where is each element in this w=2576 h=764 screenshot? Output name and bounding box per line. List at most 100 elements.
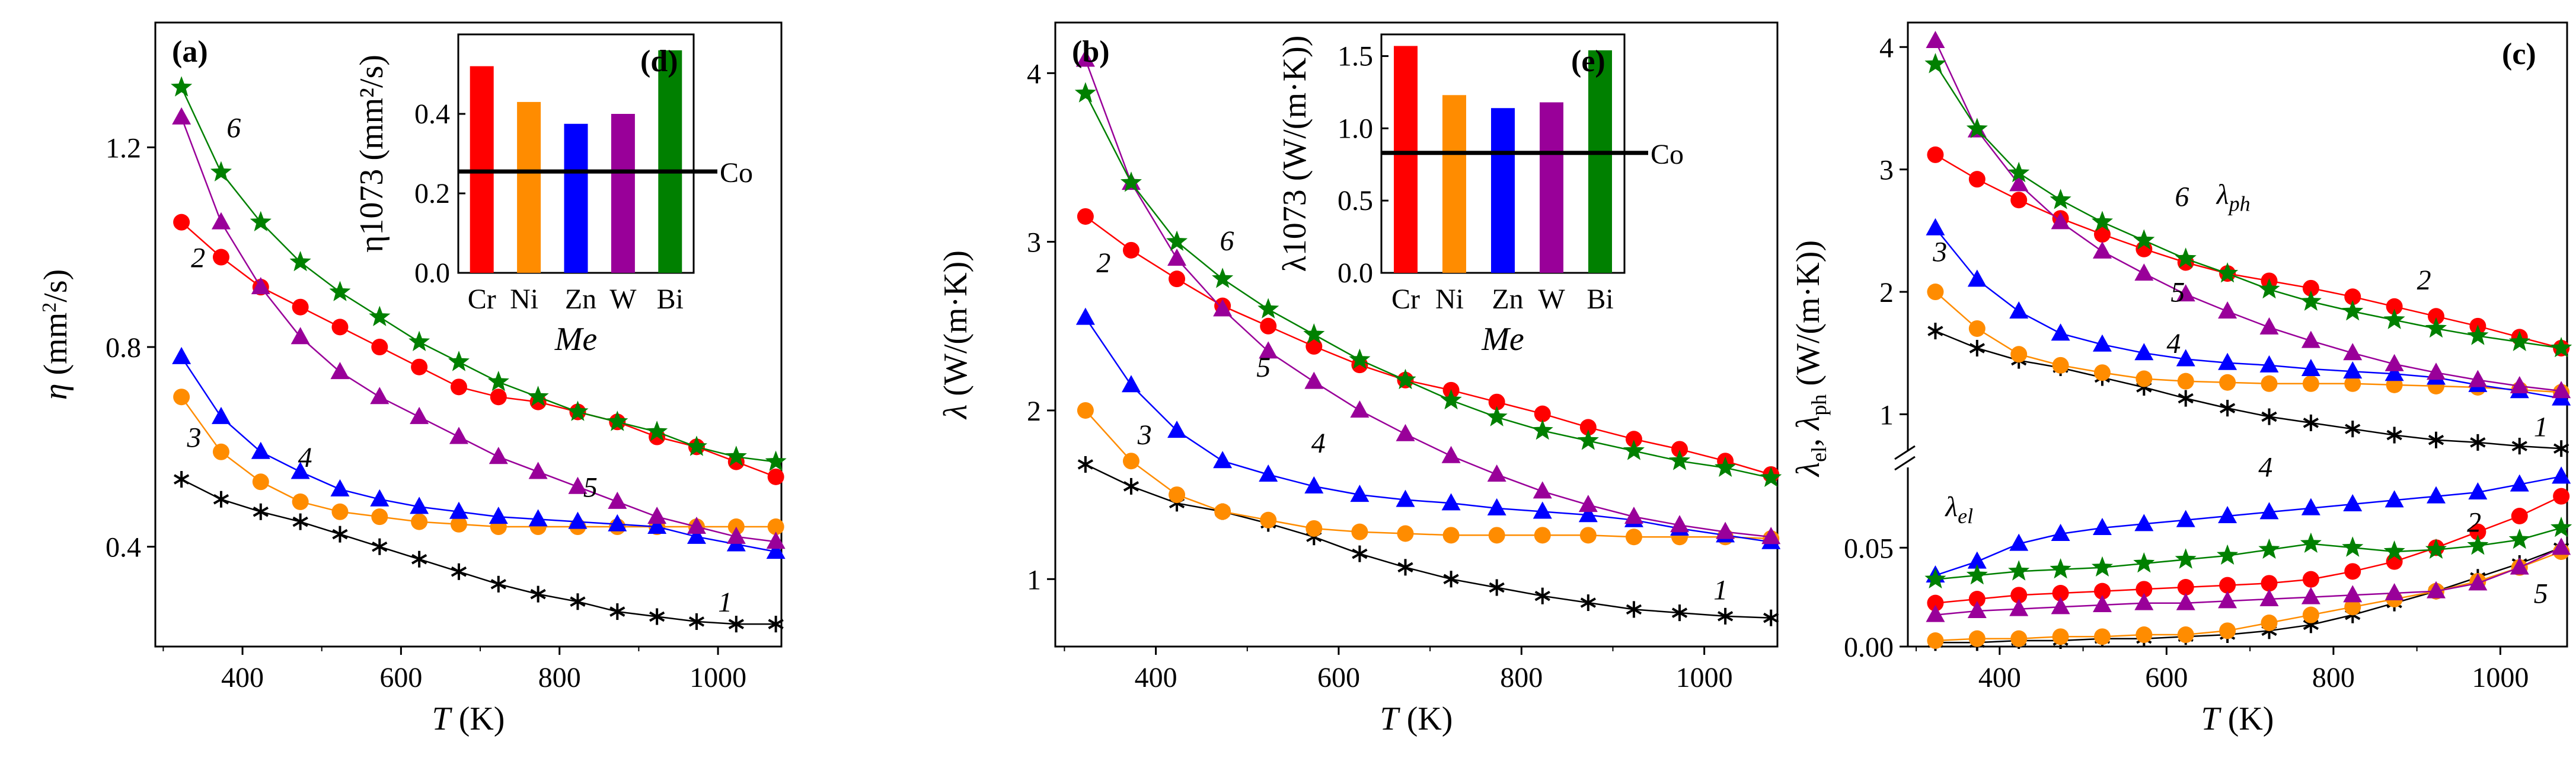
series-4-point xyxy=(172,346,191,364)
series-1-point xyxy=(1580,594,1596,612)
inset-bar-Zn xyxy=(564,123,588,273)
series-5-point xyxy=(2301,330,2320,348)
series-3-point xyxy=(2261,375,2278,392)
series-6-line xyxy=(180,87,776,463)
curve-label-1: 1 xyxy=(718,587,732,618)
x-tick-label: 1000 xyxy=(690,662,746,693)
asterisk-arm xyxy=(2470,437,2486,448)
series-5-point xyxy=(2510,375,2529,393)
asterisk-arm xyxy=(2303,418,2319,428)
series-5-point xyxy=(2092,241,2112,259)
series-6-point xyxy=(2383,308,2405,329)
inset-y-tick-label: 0.5 xyxy=(1338,185,1373,217)
series-6-point xyxy=(2175,548,2197,569)
series-6-point xyxy=(1623,440,1645,460)
inset-x-label: Me xyxy=(1481,321,1524,358)
series-4-point xyxy=(1926,218,1945,235)
series-6-point xyxy=(2508,330,2530,351)
series-1-point xyxy=(253,503,269,520)
series-5-point xyxy=(330,362,350,380)
series-4-point xyxy=(647,517,667,534)
series-6-point xyxy=(2133,552,2155,573)
series-4-point xyxy=(2134,343,2154,361)
series-1-line xyxy=(1935,330,2562,450)
series-6-point xyxy=(1924,568,1946,588)
asterisk-arm xyxy=(688,616,705,627)
series-4-point xyxy=(2218,506,2237,523)
series-2-point xyxy=(1534,405,1551,422)
panel-tag: (b) xyxy=(1072,35,1110,69)
series-4-point xyxy=(2051,524,2070,541)
series-4-point xyxy=(1441,493,1461,511)
inset-y-tick-label: 1.0 xyxy=(1338,113,1373,144)
series-6-point xyxy=(607,410,628,431)
series-2-point xyxy=(371,339,388,356)
series-3-point xyxy=(1968,630,1986,647)
inset-category-label: Cr xyxy=(1391,284,1420,315)
series-2-point xyxy=(1927,594,1944,612)
series-2-point xyxy=(2093,226,2111,243)
series-5-point xyxy=(2051,597,2070,615)
asterisk-arm xyxy=(2219,403,2236,413)
series-4-point xyxy=(1487,498,1506,515)
asterisk-arm xyxy=(173,474,190,485)
series-5-point xyxy=(370,387,390,405)
series-4-point xyxy=(2552,466,2571,484)
series-1-point xyxy=(1763,609,1779,626)
series-3-line xyxy=(181,396,776,528)
series-2-point xyxy=(2052,585,2069,601)
inset-reference-label: Co xyxy=(1651,139,1684,170)
series-5-point xyxy=(2385,583,2404,600)
series-2-point xyxy=(2344,563,2361,580)
series-2-point xyxy=(1927,146,1944,163)
series-4-point xyxy=(1967,269,1987,287)
series-3-point xyxy=(1169,486,1186,504)
asterisk-arm xyxy=(1352,548,1368,559)
series-2-point xyxy=(1625,431,1642,448)
axis-break-mark xyxy=(1894,456,1916,471)
series-4-point xyxy=(2092,334,2112,352)
series-2-point xyxy=(1671,441,1688,458)
series-1-point xyxy=(1443,571,1459,588)
asterisk-arm xyxy=(490,579,506,590)
series-1-point xyxy=(411,550,427,568)
asterisk-arm xyxy=(1626,604,1642,615)
series-1-point xyxy=(728,616,744,633)
plot-frame xyxy=(154,21,783,648)
series-6-point xyxy=(2258,278,2280,299)
inset-category-label: Zn xyxy=(565,284,596,315)
annotation-lambda-el: λel xyxy=(1944,491,1973,528)
series-2-point xyxy=(2302,279,2319,297)
series-5-line xyxy=(180,117,776,543)
series-3-point xyxy=(173,389,190,406)
series-6-point xyxy=(685,435,707,456)
series-3-point xyxy=(1214,503,1231,520)
series-2-line xyxy=(181,221,777,478)
inset-y-label: λ1073 (W/(m·K)) xyxy=(1276,36,1313,272)
ph-curve-label-1: 1 xyxy=(2534,412,2548,443)
series-6-point xyxy=(2300,532,2322,553)
series-3-point xyxy=(2093,364,2111,381)
asterisk-arm xyxy=(570,596,586,607)
series-1-point xyxy=(2303,414,2319,431)
asterisk-arm xyxy=(372,541,388,552)
series-1-point xyxy=(292,513,308,530)
series-6-point xyxy=(1120,171,1142,192)
asterisk-arm xyxy=(2428,435,2444,445)
el-curve-label-4: 4 xyxy=(2258,451,2272,483)
y-tick-label: 3 xyxy=(1027,227,1041,259)
series-3-point xyxy=(2302,375,2319,392)
series-6-point xyxy=(1257,298,1279,319)
series-1-point xyxy=(1671,604,1688,622)
series-6-point xyxy=(1303,323,1325,344)
annotation-lambda-ph: λph xyxy=(2216,179,2251,215)
series-4-point xyxy=(2134,514,2154,531)
series-2-point xyxy=(2386,298,2403,315)
series-3-point xyxy=(2010,630,2028,647)
series-1-point xyxy=(1077,456,1094,473)
series-6-point xyxy=(1577,429,1599,450)
inset-bar-Zn xyxy=(1491,108,1515,273)
series-3-point xyxy=(1442,527,1460,544)
series-4-point xyxy=(251,441,270,459)
x-tick-label: 400 xyxy=(1135,662,1177,693)
